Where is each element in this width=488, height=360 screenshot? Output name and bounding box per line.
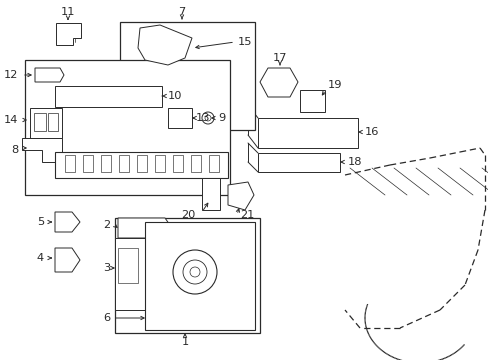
Polygon shape [258,118,357,148]
Text: 10: 10 [168,91,182,101]
Polygon shape [35,68,64,82]
Text: 5: 5 [37,217,44,227]
Bar [137,155,147,172]
Polygon shape [260,68,297,97]
Text: 9: 9 [218,113,225,123]
Text: 19: 19 [327,80,342,90]
Polygon shape [115,238,145,310]
Text: 20: 20 [181,210,196,220]
Text: 2: 2 [102,220,110,230]
Text: 4: 4 [37,253,44,263]
Bar [101,155,111,172]
Polygon shape [148,305,175,330]
Polygon shape [138,25,192,65]
Polygon shape [168,108,192,128]
Bar [118,248,138,283]
Polygon shape [55,212,80,232]
Polygon shape [145,222,254,330]
Bar [191,155,201,172]
Polygon shape [202,178,220,210]
Polygon shape [30,108,62,138]
Bar [115,218,260,333]
Text: 11: 11 [61,7,75,17]
Polygon shape [55,152,227,178]
Text: 17: 17 [272,53,286,63]
Bar [155,155,164,172]
Polygon shape [118,218,172,238]
Text: 8: 8 [11,145,18,155]
Polygon shape [299,90,325,112]
Text: 1: 1 [181,337,188,347]
Bar [25,60,229,195]
Text: 3: 3 [102,263,110,273]
Bar [48,113,58,131]
Text: 14: 14 [3,115,18,125]
Bar [65,155,75,172]
Polygon shape [227,182,253,210]
Bar [83,155,93,172]
Bar [208,155,219,172]
Text: 7: 7 [178,7,185,17]
Polygon shape [55,248,80,272]
Polygon shape [22,138,62,162]
Text: 12: 12 [3,70,18,80]
Bar [173,155,183,172]
Polygon shape [55,86,162,107]
Bar [120,22,254,130]
Text: 21: 21 [240,210,254,220]
Bar [34,113,46,131]
Text: 18: 18 [347,157,362,167]
Polygon shape [56,23,81,45]
Text: 16: 16 [364,127,379,137]
Polygon shape [258,153,339,172]
Text: 15: 15 [238,37,252,47]
Text: 6: 6 [102,313,110,323]
Text: 13: 13 [196,113,210,123]
Bar [119,155,129,172]
